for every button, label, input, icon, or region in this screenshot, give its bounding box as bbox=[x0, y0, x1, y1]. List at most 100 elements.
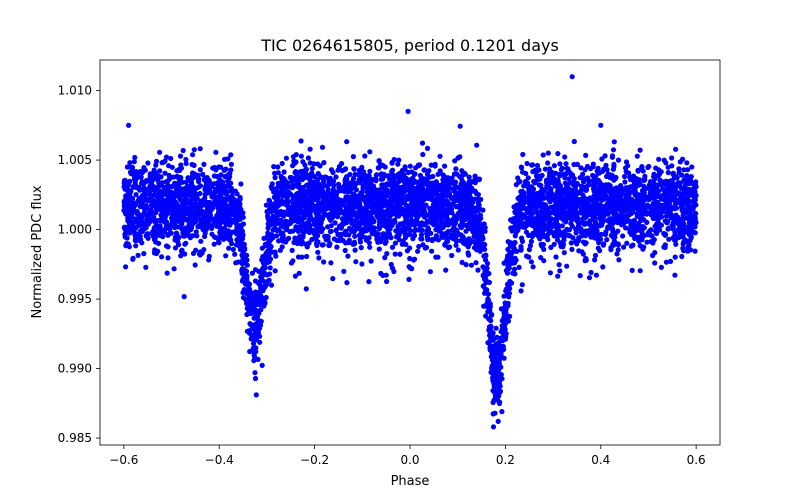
data-point bbox=[230, 246, 236, 253]
data-point bbox=[429, 237, 435, 244]
data-point bbox=[466, 174, 472, 180]
data-point bbox=[525, 175, 531, 181]
data-point bbox=[511, 204, 517, 210]
data-point bbox=[313, 220, 319, 226]
data-point bbox=[691, 184, 697, 190]
data-point bbox=[239, 252, 245, 258]
data-point bbox=[292, 235, 298, 241]
data-point bbox=[453, 217, 459, 223]
data-point bbox=[178, 248, 185, 254]
data-point bbox=[176, 193, 182, 199]
data-point bbox=[603, 229, 609, 235]
data-point bbox=[442, 163, 448, 169]
data-point bbox=[529, 210, 535, 216]
data-point bbox=[607, 218, 613, 224]
data-point bbox=[508, 225, 514, 231]
data-point bbox=[418, 179, 424, 185]
data-point bbox=[336, 196, 342, 203]
data-point bbox=[421, 195, 427, 201]
data-point bbox=[433, 227, 439, 233]
data-point bbox=[377, 196, 383, 202]
data-point bbox=[578, 165, 584, 171]
data-point bbox=[496, 339, 502, 346]
data-point bbox=[594, 190, 600, 196]
data-point bbox=[546, 170, 553, 176]
data-point bbox=[392, 251, 398, 257]
data-point bbox=[579, 249, 585, 255]
data-point bbox=[364, 227, 370, 233]
data-point bbox=[443, 239, 450, 245]
data-point bbox=[413, 179, 419, 185]
data-point bbox=[325, 224, 331, 230]
data-point bbox=[325, 187, 331, 193]
data-point bbox=[232, 188, 238, 194]
data-point bbox=[573, 230, 579, 236]
data-point bbox=[225, 178, 231, 184]
data-point bbox=[304, 253, 310, 260]
data-point bbox=[551, 222, 558, 228]
data-point bbox=[357, 171, 363, 177]
data-point bbox=[405, 232, 411, 238]
data-point bbox=[614, 251, 620, 257]
data-point bbox=[336, 164, 342, 170]
data-point bbox=[397, 221, 403, 227]
data-point bbox=[268, 248, 274, 255]
data-point bbox=[591, 235, 598, 241]
data-point bbox=[320, 207, 326, 213]
data-point bbox=[273, 253, 279, 259]
data-point bbox=[687, 238, 693, 244]
data-point bbox=[253, 321, 259, 327]
data-point bbox=[240, 214, 246, 220]
data-point bbox=[648, 179, 654, 185]
data-point bbox=[433, 233, 439, 239]
data-point bbox=[610, 241, 616, 247]
data-point bbox=[226, 245, 232, 251]
data-point bbox=[494, 334, 500, 340]
data-point bbox=[602, 153, 608, 159]
data-point bbox=[483, 313, 489, 319]
data-point bbox=[453, 198, 459, 204]
data-point bbox=[394, 202, 400, 208]
data-point bbox=[474, 142, 480, 148]
data-point bbox=[430, 187, 436, 193]
data-point bbox=[520, 151, 526, 158]
data-point bbox=[534, 162, 541, 169]
data-point bbox=[483, 280, 489, 286]
data-point bbox=[626, 212, 632, 218]
data-point bbox=[153, 162, 159, 168]
data-point bbox=[157, 149, 163, 155]
data-point bbox=[479, 236, 485, 242]
data-point bbox=[385, 229, 391, 236]
data-point bbox=[526, 192, 532, 199]
data-point bbox=[415, 184, 421, 190]
data-point bbox=[693, 179, 699, 185]
data-point bbox=[267, 271, 273, 277]
data-point bbox=[298, 153, 304, 159]
data-point bbox=[280, 193, 286, 199]
data-point bbox=[410, 175, 416, 181]
data-point bbox=[514, 215, 520, 221]
data-point bbox=[419, 140, 426, 146]
data-point bbox=[155, 173, 161, 179]
data-point bbox=[376, 165, 382, 171]
data-point bbox=[574, 198, 580, 204]
data-point bbox=[344, 280, 350, 286]
data-point bbox=[553, 215, 560, 221]
data-point bbox=[458, 232, 464, 238]
data-point bbox=[373, 232, 379, 239]
data-point bbox=[447, 192, 453, 198]
data-point bbox=[129, 200, 135, 206]
data-point bbox=[227, 222, 233, 228]
data-point bbox=[466, 252, 472, 258]
data-point bbox=[675, 214, 681, 220]
data-point bbox=[288, 191, 294, 198]
data-point bbox=[674, 175, 680, 181]
data-point bbox=[237, 194, 243, 201]
data-point bbox=[543, 177, 550, 183]
data-point bbox=[616, 257, 622, 263]
data-point bbox=[240, 295, 247, 301]
data-point bbox=[158, 212, 164, 218]
data-point bbox=[547, 166, 553, 172]
data-point bbox=[603, 162, 609, 168]
